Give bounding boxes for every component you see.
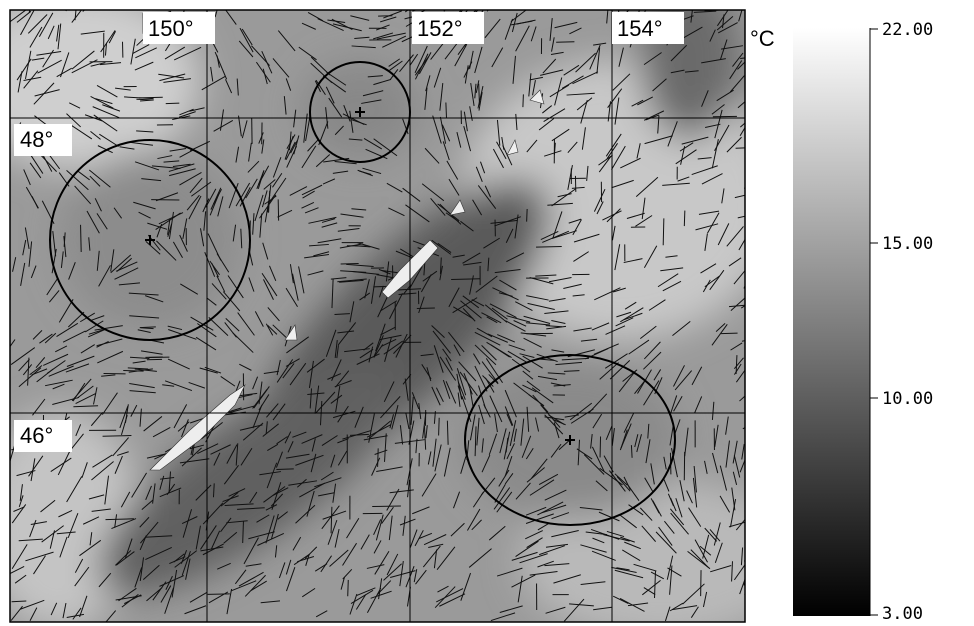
colorbar-tick-label: 3.00 bbox=[882, 604, 923, 624]
flow-vector bbox=[605, 0, 612, 10]
colorbar: °C 22.00 15.00 10.00 3.00 bbox=[750, 20, 933, 624]
flow-vector bbox=[103, 436, 132, 437]
flow-vector bbox=[81, 225, 82, 252]
colorbar-gradient bbox=[793, 28, 870, 616]
flow-vector bbox=[744, 185, 767, 189]
sst-map-figure: 150° 152° 154° 48° 46° °C 22.00 15.00 10… bbox=[0, 0, 974, 626]
flow-vector bbox=[348, 580, 349, 596]
lon-label: 150° bbox=[148, 16, 194, 41]
flow-vector bbox=[663, 218, 664, 245]
flow-vector bbox=[453, 0, 469, 10]
flow-vector bbox=[684, 211, 685, 227]
lat-label: 48° bbox=[20, 127, 53, 152]
flow-vector bbox=[123, 370, 143, 371]
flow-vector bbox=[378, 448, 379, 467]
lon-label: 154° bbox=[617, 16, 663, 41]
flow-vector bbox=[527, 209, 528, 222]
map-area bbox=[0, 0, 800, 626]
flow-vector bbox=[743, 415, 767, 429]
flow-vector bbox=[446, 103, 447, 118]
flow-vector bbox=[744, 553, 769, 562]
flow-vector bbox=[4, 311, 10, 327]
flow-vector bbox=[536, 247, 562, 248]
colorbar-tick-label: 10.00 bbox=[882, 389, 933, 409]
flow-vector bbox=[659, 0, 665, 10]
colorbar-unit: °C bbox=[750, 26, 775, 51]
flow-vector bbox=[631, 445, 632, 458]
lon-label: 152° bbox=[417, 16, 463, 41]
colorbar-tick-label: 15.00 bbox=[882, 234, 933, 254]
colorbar-tick-label: 22.00 bbox=[882, 20, 933, 40]
lat-label: 46° bbox=[20, 423, 53, 448]
flow-vector bbox=[439, 418, 440, 436]
flow-vector bbox=[139, 97, 163, 98]
